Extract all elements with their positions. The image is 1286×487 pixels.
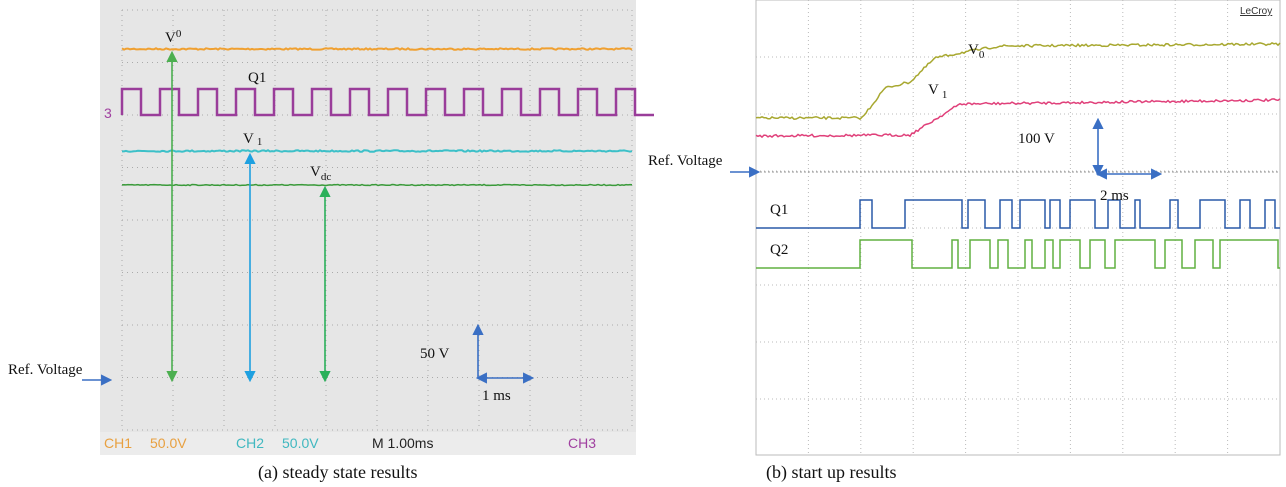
marker: 3 bbox=[104, 105, 112, 121]
subscript: dc bbox=[321, 171, 332, 183]
subscript: 1 bbox=[257, 136, 263, 148]
status: CH2 bbox=[236, 435, 264, 451]
label: 100 V bbox=[1018, 131, 1055, 147]
brand: LeCroy bbox=[1240, 6, 1272, 17]
label: Q2 bbox=[770, 242, 788, 258]
status: CH3 bbox=[568, 435, 596, 451]
symbol: V bbox=[243, 131, 254, 147]
label: Ref. Voltage bbox=[648, 153, 723, 169]
figure: CH1 50.0V CH2 50.0V M 1.00ms CH3 3 V0 Q1… bbox=[0, 0, 1286, 487]
subscript: 0 bbox=[176, 28, 182, 40]
label: Q1 bbox=[770, 202, 788, 218]
caption: (b) start up results bbox=[766, 462, 896, 483]
label: 1 ms bbox=[482, 388, 511, 404]
symbol: V bbox=[165, 30, 176, 46]
status: M 1.00ms bbox=[372, 435, 433, 451]
trace bbox=[122, 150, 632, 151]
label: 50 V bbox=[420, 346, 449, 362]
subscript: 0 bbox=[979, 49, 985, 61]
caption: (a) steady state results bbox=[258, 462, 417, 483]
scope-a bbox=[100, 0, 636, 455]
symbol: V bbox=[928, 82, 939, 98]
subscript: 1 bbox=[942, 89, 948, 101]
symbol: V bbox=[310, 164, 321, 180]
label: 2 ms bbox=[1100, 188, 1129, 204]
label: Ref. Voltage bbox=[8, 362, 83, 378]
status: 50.0V bbox=[282, 435, 319, 451]
status: 50.0V bbox=[150, 435, 187, 451]
symbol: V bbox=[968, 42, 979, 58]
label: Q1 bbox=[248, 70, 266, 86]
status: CH1 bbox=[104, 435, 132, 451]
trace bbox=[122, 185, 632, 186]
